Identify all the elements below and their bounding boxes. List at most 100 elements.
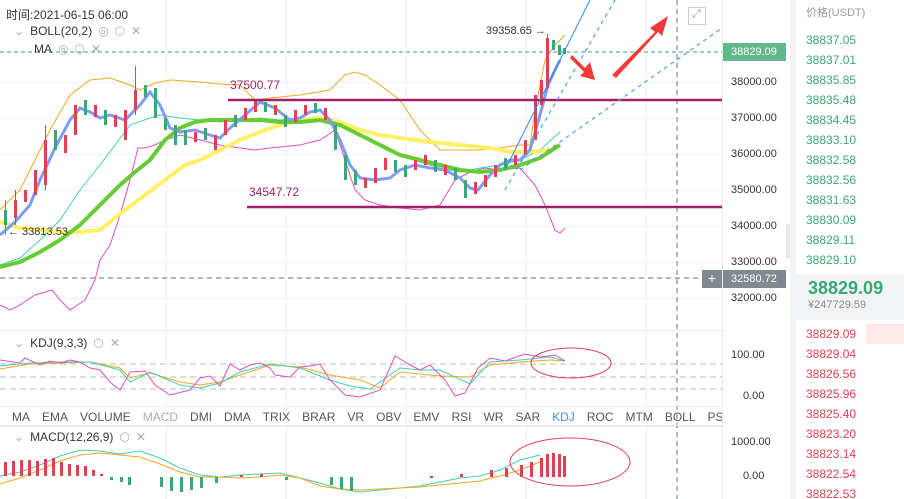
bid-row[interactable]: 38825.96: [806, 387, 857, 401]
ask-row[interactable]: 38830.09: [806, 213, 857, 227]
kdj-label: KDJ(9,3,3): [30, 336, 88, 350]
bid-row[interactable]: 38823.14: [806, 447, 857, 461]
ask-row[interactable]: 38835.85: [806, 73, 857, 87]
panel-divider: [0, 330, 722, 331]
ask-row[interactable]: 38835.48: [806, 93, 857, 107]
chevron-down-icon[interactable]: ⌄: [14, 336, 25, 350]
indicator-tabs: MA EMA VOLUME MACD DMI DMA TRIX BRAR VR …: [0, 406, 732, 426]
close-icon[interactable]: ✕: [109, 336, 120, 350]
grid-line: [0, 226, 722, 227]
grid-line: [0, 154, 722, 155]
tab-dmi[interactable]: DMI: [190, 410, 213, 424]
price-axis[interactable]: 38000.00 37000.00 36000.00 35000.00 3400…: [722, 0, 786, 499]
tab-volume[interactable]: VOLUME: [80, 410, 131, 424]
expand-icon: ⤢: [692, 8, 701, 20]
axis-label: 34000.00: [731, 220, 777, 232]
axis-label: 32000.00: [731, 292, 777, 304]
settings-icon[interactable]: ⬡: [114, 24, 126, 38]
tab-kdj[interactable]: KDJ: [552, 410, 575, 424]
grid-line: [646, 0, 647, 499]
chevron-down-icon[interactable]: ⌄: [14, 430, 25, 444]
kdj-legend: ⌄ KDJ(9,3,3) ⬡ ✕: [14, 336, 120, 350]
panel-divider: [0, 426, 722, 427]
ask-row[interactable]: 38829.11: [806, 233, 856, 247]
tab-boll[interactable]: BOLL: [664, 410, 696, 424]
ask-row[interactable]: 38832.58: [806, 153, 857, 167]
grid-line: [526, 0, 527, 499]
axis-label: 0.00: [743, 390, 765, 402]
bid-row[interactable]: 38829.04: [806, 347, 857, 361]
boll-label: BOLL(20,2): [30, 24, 93, 38]
settings-icon[interactable]: ⬡: [119, 430, 130, 444]
tab-sar[interactable]: SAR: [515, 410, 541, 424]
bid-row[interactable]: 38826.56: [806, 367, 857, 381]
tab-dma[interactable]: DMA: [224, 410, 251, 424]
tab-roc[interactable]: ROC: [586, 410, 614, 424]
axis-label: 36000.00: [731, 148, 777, 160]
bid-row[interactable]: 38822.53: [806, 487, 857, 499]
close-icon[interactable]: ✕: [131, 24, 142, 38]
ask-row[interactable]: 38829.10: [806, 253, 857, 267]
chart-area[interactable]: 时间:2021-06-15 06:00 ⌄ BOLL(20,2) ◎ ⬡ ✕ M…: [0, 0, 786, 499]
chart-canvas: [0, 0, 722, 499]
current-price-tag: 38829.09: [723, 43, 786, 61]
tab-wr[interactable]: WR: [483, 410, 504, 424]
resistance-label: 37500.77: [230, 78, 281, 92]
grid-line: [0, 82, 722, 83]
macd-histogram: [4, 453, 566, 492]
close-icon[interactable]: ✕: [90, 42, 102, 56]
bid-row[interactable]: 38825.40: [806, 407, 857, 421]
add-order-button[interactable]: +: [702, 270, 722, 288]
tab-emv[interactable]: EMV: [413, 410, 440, 424]
ask-row[interactable]: 38837.05: [806, 33, 857, 47]
bid-row[interactable]: 38829.09: [796, 324, 904, 344]
fullscreen-button[interactable]: ⤢: [688, 7, 706, 25]
grid-line: [166, 0, 167, 499]
ma-legend: MA ◎ ⬡ ✕: [34, 42, 101, 56]
last-price: 38829.09: [808, 278, 884, 298]
tab-trix[interactable]: TRIX: [262, 410, 291, 424]
axis-label: 38000.00: [731, 76, 777, 88]
macd-legend: ⌄ MACD(12,26,9) ⬡ ✕: [14, 430, 146, 444]
grid-line: [286, 0, 287, 499]
tab-brar[interactable]: BRAR: [302, 410, 336, 424]
ma-label: MA: [34, 42, 52, 56]
tab-obv[interactable]: OBV: [376, 410, 402, 424]
bid-row[interactable]: 38823.20: [806, 427, 857, 441]
axis-label: 37000.00: [731, 112, 777, 124]
tab-ma[interactable]: MA: [12, 410, 30, 424]
grid-line: [0, 190, 722, 191]
bid-row[interactable]: 38822.54: [806, 467, 857, 481]
tab-ema[interactable]: EMA: [42, 410, 69, 424]
ask-row[interactable]: 38833.10: [806, 133, 857, 147]
grid-line: [0, 118, 722, 119]
ask-row[interactable]: 38831.63: [806, 193, 857, 207]
ask-row[interactable]: 38834.45: [806, 113, 857, 127]
support-label: 34547.72: [249, 185, 300, 199]
settings-icon[interactable]: ⬡: [93, 336, 104, 350]
axis-label: 35000.00: [731, 184, 777, 196]
ask-row[interactable]: 38837.01: [806, 53, 857, 67]
eye-icon[interactable]: ◎: [58, 42, 69, 56]
chevron-down-icon[interactable]: ⌄: [14, 24, 25, 38]
ask-row[interactable]: 38832.56: [806, 173, 857, 187]
tab-rsi[interactable]: RSI: [451, 410, 472, 424]
boll-legend: ⌄ BOLL(20,2) ◎ ⬡ ✕: [14, 24, 141, 38]
axis-label: 33000.00: [731, 256, 777, 268]
high-annotation: 39358.65 →: [486, 25, 546, 37]
last-price-cny: ¥247729.59: [808, 299, 867, 311]
tab-vr[interactable]: VR: [347, 410, 365, 424]
tab-macd[interactable]: MACD: [142, 410, 179, 424]
time-label: 时间:2021-06-15 06:00: [6, 8, 129, 22]
candles: [4, 34, 566, 235]
eye-icon[interactable]: ◎: [98, 24, 109, 38]
tab-mtm[interactable]: MTM: [625, 410, 653, 424]
axis-label: 0.00: [743, 470, 765, 482]
close-icon[interactable]: ✕: [135, 430, 146, 444]
last-price-block: 38829.09 ¥247729.59: [796, 274, 904, 320]
settings-icon[interactable]: ⬡: [74, 42, 85, 56]
grid-line: [0, 262, 722, 263]
grid-line: [0, 298, 722, 299]
order-book: 价格(USDT) 38837.05 38837.01 38835.85 3883…: [790, 0, 904, 499]
crosshair-price-tag: 32580.72: [723, 270, 786, 288]
